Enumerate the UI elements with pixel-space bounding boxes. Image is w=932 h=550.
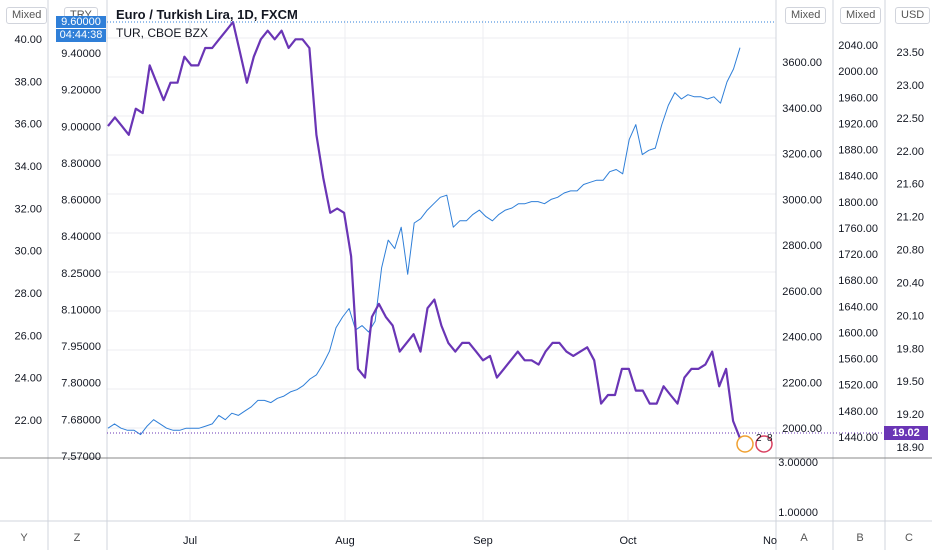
event-marker [736,435,754,453]
tick-label-scale-d: 22.50 [896,113,924,125]
tick-label-scale-a: 34.00 [14,161,42,173]
chart-legend: Euro / Turkish Lira, 1D, FXCM TUR, CBOE … [116,6,298,42]
series-line-eurtry [107,47,741,436]
tick-label-scale-b: 2800.00 [782,240,822,252]
tick-label-scale-d: 19.50 [896,376,924,388]
tick-label-scale-c: 1680.00 [838,275,878,287]
x-tick-label: Aug [335,535,355,547]
tick-label-scale-c: 1960.00 [838,92,878,104]
x-tick-label: Oct [619,535,636,547]
tick-label-scale-c: 1520.00 [838,380,878,392]
tick-label-scale-a: 28.00 [14,288,42,300]
tick-label-scale-c: 1640.00 [838,301,878,313]
tick-label-scale-d: 19.20 [896,409,924,421]
last-price-tag: 9.60000 [56,16,106,28]
tick-label-scale-z: 7.68000 [61,414,101,426]
tick-label-scale-d: 20.10 [896,310,924,322]
tick-label-scale-z: 8.60000 [61,195,101,207]
tick-label-scale-d: 22.00 [896,146,924,158]
chart-series [107,20,885,439]
tick-label-scale-z: 9.40000 [61,48,101,60]
tick-label-scale-c: 1920.00 [838,118,878,130]
tur-last-price-tag: 19.02 [884,426,928,440]
scale-mode-left[interactable]: Mixed [6,7,48,24]
tick-label-scale-z: 8.40000 [61,231,101,243]
tick-label-scale-d: 19.80 [896,343,924,355]
chart-grid [107,20,776,520]
tick-label-scale-b: 3200.00 [782,149,822,161]
tick-label-scale-d: 20.40 [896,277,924,289]
tick-label-scale-c: 2040.00 [838,40,878,52]
tick-label-scale-b: 2400.00 [782,332,822,344]
tick-label-scale-a: 36.00 [14,119,42,131]
tick-label-scale-z: 9.20000 [61,85,101,97]
tick-label-scale-z: 8.25000 [61,268,101,280]
tick-label-scale-c: 2000.00 [838,66,878,78]
event-marker [755,435,773,453]
axis-a-button[interactable]: A [800,532,808,544]
x-tick-label: Sep [473,535,493,547]
tick-label-scale-a: 38.00 [14,76,42,88]
tick-label-scale-z: 9.00000 [61,121,101,133]
tick-label-scale-z: 8.80000 [61,158,101,170]
tick-label-scale-z: 7.80000 [61,378,101,390]
tick-label-scale-d: 23.50 [896,47,924,59]
currency-right[interactable]: USD [895,7,931,24]
tick-label-scale-c: 1600.00 [838,327,878,339]
tick-label-scale-a: 30.00 [14,246,42,258]
tick-label-scale-b: 3600.00 [782,57,822,69]
countdown-timer: 04:44:38 [56,29,106,42]
tick-label-scale-b: 2600.00 [782,286,822,298]
tick-label-scale-c: 1480.00 [838,406,878,418]
event-marker-count: 8 [767,433,773,444]
scale-mode-right-1[interactable]: Mixed [785,7,827,24]
tick-label-scale-a: 26.00 [14,330,42,342]
tick-label-scale-d: 21.60 [896,179,924,191]
tick-label-scale-z-lower: 3.00000 [778,457,818,469]
tick-label-scale-a: 40.00 [14,34,42,46]
tick-label-scale-b: 3000.00 [782,194,822,206]
axis-z-button[interactable]: Z [73,532,81,544]
legend-subtitle: TUR, CBOE BZX [116,26,209,40]
tick-label-scale-c: 1800.00 [838,197,878,209]
scale-mode-right-2[interactable]: Mixed [840,7,882,24]
event-marker-count: 2 [756,433,762,444]
axis-b-button[interactable]: B [856,532,864,544]
tick-label-scale-z: 7.95000 [61,341,101,353]
tick-label-scale-d: 21.20 [896,212,924,224]
tick-label-scale-d: 23.00 [896,80,924,92]
x-tick-label: Jul [183,535,197,547]
tick-label-scale-a: 32.00 [14,203,42,215]
tick-label-scale-c: 1720.00 [838,249,878,261]
tick-label-scale-z: 8.10000 [61,304,101,316]
tick-label-scale-d: 18.90 [896,442,924,454]
tick-label-scale-c: 1560.00 [838,354,878,366]
tick-label-scale-z-lower: 1.00000 [778,507,818,519]
tick-label-scale-b: 3400.00 [782,103,822,115]
tick-label-scale-a: 22.00 [14,415,42,427]
tick-label-scale-c: 1840.00 [838,171,878,183]
tick-label-scale-b: 2200.00 [782,377,822,389]
tick-label-scale-c: 1880.00 [838,145,878,157]
tick-label-scale-b: 2000.00 [782,423,822,435]
x-tick-label: No [763,535,777,547]
axis-c-button[interactable]: C [905,532,913,544]
series-line-tur [107,20,742,439]
axis-y-button[interactable]: Y [20,532,28,544]
legend-title: Euro / Turkish Lira, 1D, FXCM [116,7,298,22]
tick-label-scale-c: 1760.00 [838,223,878,235]
tick-label-scale-c: 1440.00 [838,432,878,444]
tick-label-scale-a: 24.00 [14,373,42,385]
tick-label-scale-z: 7.57000 [61,451,101,463]
tick-label-scale-d: 20.80 [896,245,924,257]
chart-tick-labels: 40.00 38.00 36.00 34.00 32.00 30.00 28.00 26.00… [14,34,924,547]
